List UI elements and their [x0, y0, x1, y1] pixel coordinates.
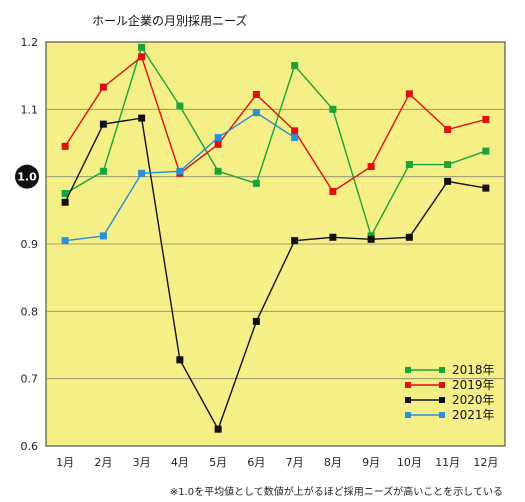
- data-point: [176, 102, 184, 110]
- data-point: [291, 237, 299, 245]
- legend-label: 2019年: [452, 378, 495, 392]
- data-point: [482, 115, 490, 123]
- legend-marker: [405, 412, 411, 418]
- x-tick-label: 1月: [56, 456, 74, 469]
- data-point: [482, 184, 490, 192]
- chart-note: ※1.0を平均値として数値が上がるほど採用ニーズが高いことを示している: [169, 487, 503, 498]
- data-point: [252, 109, 260, 117]
- x-tick-label: 12月: [473, 456, 498, 469]
- data-point: [138, 53, 146, 61]
- data-point: [367, 235, 375, 243]
- data-point: [99, 120, 107, 128]
- legend-marker: [405, 397, 411, 403]
- data-point: [138, 114, 146, 122]
- data-point: [405, 90, 413, 98]
- legend-marker: [405, 382, 411, 388]
- data-point: [138, 43, 146, 51]
- data-point: [138, 169, 146, 177]
- x-tick-label: 6月: [247, 456, 265, 469]
- x-tick-label: 11月: [435, 456, 460, 469]
- data-point: [214, 134, 222, 142]
- legend-label: 2021年: [452, 408, 495, 422]
- data-point: [61, 198, 69, 206]
- highlight-tick-marker: [15, 164, 39, 189]
- series-line-2: [64, 117, 486, 431]
- data-point: [405, 161, 413, 169]
- legend-label: 2020年: [452, 393, 495, 407]
- data-point: [329, 233, 337, 241]
- legend-marker: [405, 367, 411, 373]
- data-point: [252, 91, 260, 99]
- data-point: [291, 62, 299, 70]
- data-point: [176, 356, 184, 364]
- x-tick-label: 5月: [209, 456, 227, 469]
- chart-title: ホール企業の月別採用ニーズ: [92, 14, 248, 28]
- data-point: [367, 163, 375, 171]
- x-tick-label: 4月: [171, 456, 189, 469]
- x-tick-label: 9月: [362, 456, 380, 469]
- x-tick-label: 10月: [397, 456, 422, 469]
- y-tick-label: 0.9: [21, 238, 39, 251]
- data-point: [214, 425, 222, 433]
- data-point: [214, 140, 222, 148]
- x-tick-label: 7月: [286, 456, 304, 469]
- data-point: [252, 317, 260, 325]
- data-point: [291, 127, 299, 135]
- legend-marker: [439, 367, 445, 373]
- data-point: [444, 126, 452, 134]
- data-point: [99, 83, 107, 91]
- y-tick-label: 0.6: [21, 440, 39, 453]
- y-tick-label: 1.2: [21, 36, 39, 49]
- data-point: [61, 142, 69, 150]
- legend-marker: [439, 382, 445, 388]
- data-point: [214, 167, 222, 175]
- data-point: [329, 105, 337, 113]
- legend-marker: [439, 412, 445, 418]
- data-point: [291, 134, 299, 142]
- data-point: [444, 177, 452, 185]
- data-point: [61, 190, 69, 197]
- x-tick-label: 2月: [94, 456, 112, 469]
- series-line-1: [64, 55, 487, 193]
- legend-marker: [439, 397, 445, 403]
- data-point: [252, 179, 260, 187]
- x-tick-label: 3月: [133, 456, 151, 469]
- data-point: [482, 147, 490, 155]
- data-point: [99, 232, 107, 240]
- data-point: [99, 167, 107, 175]
- x-tick-label: 8月: [324, 456, 342, 469]
- y-tick-label: 1.1: [21, 103, 39, 116]
- data-point: [444, 161, 452, 169]
- data-point: [176, 167, 184, 175]
- y-tick-label: 1.0: [17, 171, 37, 184]
- data-point: [405, 233, 413, 241]
- y-tick-label: 0.7: [21, 373, 39, 386]
- legend-label: 2018年: [452, 363, 495, 377]
- data-point: [329, 187, 337, 195]
- y-tick-label: 0.8: [21, 305, 39, 318]
- data-point: [61, 237, 69, 245]
